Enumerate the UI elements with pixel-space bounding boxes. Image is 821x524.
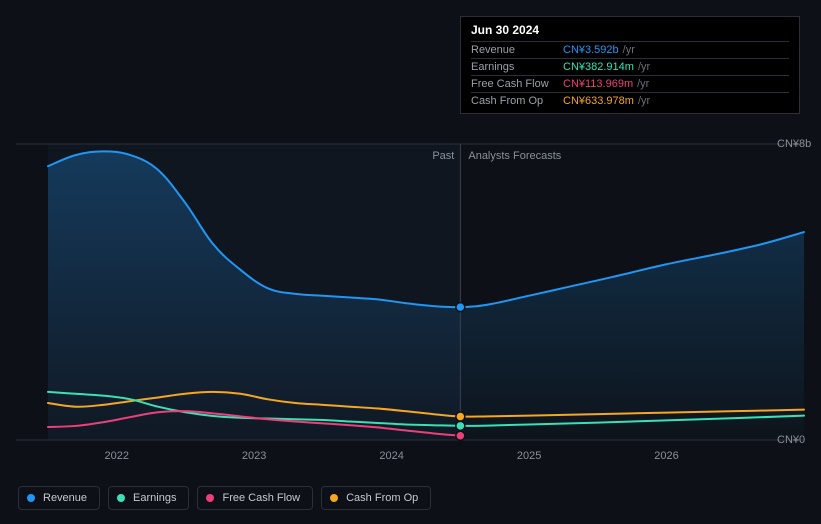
y-tick-label: CN¥0 (777, 434, 821, 446)
x-tick-label: 2025 (517, 450, 541, 462)
x-axis-labels: 2022 2023 2024 2025 2026 (0, 450, 821, 470)
legend-dot-icon (330, 494, 338, 502)
tooltip-row-unit: /yr (638, 95, 650, 107)
tooltip-row-value: CN¥3.592b (563, 44, 619, 56)
tooltip-row: EarningsCN¥382.914m/yr (471, 58, 789, 75)
legend-item-label: Revenue (43, 492, 87, 504)
past-section-label: Past (432, 150, 454, 162)
tooltip-row-value: CN¥113.969m (563, 78, 633, 90)
earnings-forecast-chart: CN¥8b CN¥0 2022 2023 2024 2025 2026 Past Anal… (0, 0, 821, 524)
marker-revenue (456, 303, 465, 312)
tooltip-row-value: CN¥382.914m (563, 61, 634, 73)
chart-legend: Revenue Earnings Free Cash Flow Cash From O… (18, 486, 431, 510)
y-tick-label: CN¥8b (777, 138, 821, 150)
legend-dot-icon (27, 494, 35, 502)
x-tick-label: 2026 (654, 450, 678, 462)
tooltip-date: Jun 30 2024 (471, 23, 789, 41)
tooltip-row-label: Cash From Op (471, 95, 563, 107)
legend-item-cash-from-op[interactable]: Cash From Op (321, 486, 431, 510)
legend-item-revenue[interactable]: Revenue (18, 486, 100, 510)
tooltip-row-value: CN¥633.978m (563, 95, 634, 107)
legend-item-label: Cash From Op (346, 492, 418, 504)
chart-tooltip: Jun 30 2024 RevenueCN¥3.592b/yrEarningsC… (460, 16, 800, 114)
tooltip-row: RevenueCN¥3.592b/yr (471, 41, 789, 58)
legend-item-label: Earnings (133, 492, 176, 504)
tooltip-row-label: Revenue (471, 44, 563, 56)
tooltip-row-label: Earnings (471, 61, 563, 73)
tooltip-row-unit: /yr (637, 78, 649, 90)
legend-item-earnings[interactable]: Earnings (108, 486, 189, 510)
tooltip-row-unit: /yr (638, 61, 650, 73)
x-tick-label: 2022 (104, 450, 128, 462)
marker-fcf (456, 431, 465, 440)
tooltip-row: Cash From OpCN¥633.978m/yr (471, 92, 789, 109)
tooltip-row-unit: /yr (623, 44, 635, 56)
marker-cash_from_op (456, 412, 465, 421)
x-tick-label: 2023 (242, 450, 266, 462)
x-tick-label: 2024 (379, 450, 403, 462)
tooltip-row-label: Free Cash Flow (471, 78, 563, 90)
marker-earnings (456, 421, 465, 430)
legend-item-label: Free Cash Flow (222, 492, 300, 504)
legend-dot-icon (117, 494, 125, 502)
legend-dot-icon (206, 494, 214, 502)
tooltip-row: Free Cash FlowCN¥113.969m/yr (471, 75, 789, 92)
legend-item-free-cash-flow[interactable]: Free Cash Flow (197, 486, 313, 510)
forecast-section-label: Analysts Forecasts (468, 150, 561, 162)
